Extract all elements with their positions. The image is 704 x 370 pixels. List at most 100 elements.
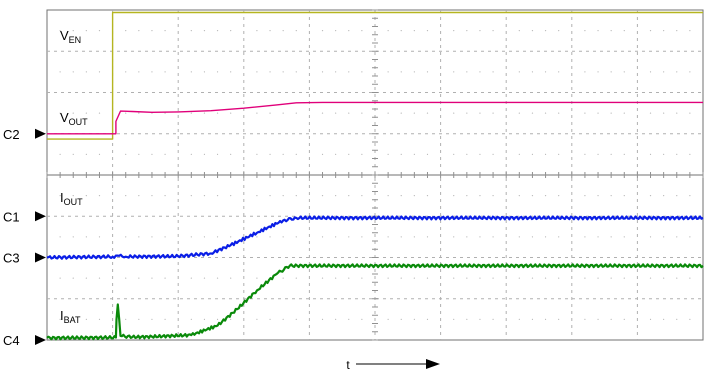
grid-dot (649, 71, 652, 73)
grid-dot (335, 195, 337, 197)
grid-dot (295, 236, 297, 238)
grid-dot (335, 30, 337, 32)
grid-dot (400, 153, 402, 155)
grid-dot (72, 236, 74, 238)
grid-dot (282, 153, 284, 155)
grid-dot (610, 236, 612, 238)
grid-dot (295, 195, 297, 197)
grid-dot (518, 236, 520, 238)
grid-dot (361, 236, 363, 238)
grid-dot (216, 112, 219, 114)
grid-dot (584, 30, 586, 32)
trace-vout (47, 101, 703, 135)
grid-dot (623, 277, 625, 279)
grid-dot (610, 153, 612, 155)
grid-dot (479, 277, 481, 279)
grid-dot (479, 195, 481, 197)
channel-label-main: I (60, 190, 64, 205)
grid-dot (190, 153, 192, 155)
grid-dot (518, 277, 520, 279)
grid-dot (203, 318, 206, 320)
grid-dot (190, 318, 192, 320)
grid-dot (531, 318, 534, 320)
grid-dot (348, 236, 350, 238)
grid-dot (584, 195, 586, 197)
grid-dot (72, 112, 74, 114)
grid-dot (282, 236, 284, 238)
grid-dot (492, 30, 494, 32)
grid-dot (230, 112, 232, 114)
grid-dot (649, 236, 652, 238)
grid-dot (492, 71, 494, 73)
grid-dot (190, 112, 192, 114)
grid-dot (689, 112, 691, 114)
grid-dot (466, 318, 468, 320)
grid-dot (59, 236, 61, 238)
grid-dot (492, 153, 494, 155)
grid-dot (492, 236, 494, 238)
traces (46, 11, 704, 341)
grid-dot (466, 112, 468, 114)
grid-dot (544, 71, 547, 73)
grid-dot (98, 153, 101, 155)
grid-dot (544, 112, 547, 114)
grid-dot (85, 112, 87, 114)
grid-dot (230, 153, 232, 155)
grid-dot (295, 153, 297, 155)
grid-dot (689, 195, 691, 197)
grid-dot (597, 277, 599, 279)
grid-dot (558, 153, 560, 155)
grid-dot (466, 236, 468, 238)
channel-marker-c3: C3 (3, 251, 20, 266)
grid-dot (663, 195, 665, 197)
grid-dot (623, 153, 625, 155)
grid-dot (400, 318, 402, 320)
grid-dot (649, 30, 652, 32)
grid-dot (387, 112, 389, 114)
grid-dot (610, 30, 612, 32)
grid-dot (321, 153, 324, 155)
grid-dot (453, 236, 455, 238)
grid-dot (59, 71, 61, 73)
grid-dot (164, 30, 166, 32)
grid-dot (361, 112, 363, 114)
grid-dot (361, 153, 363, 155)
grid-dot (544, 318, 547, 320)
grid-dot (676, 195, 678, 197)
grid-dot (203, 236, 206, 238)
grid-dot (676, 236, 678, 238)
grid-dot (466, 195, 468, 197)
grid-dot (610, 195, 612, 197)
grid-dot (98, 112, 101, 114)
grid-dot (492, 277, 494, 279)
grid-dot (203, 195, 206, 197)
grid-dot (85, 277, 87, 279)
grid-dot (426, 71, 429, 73)
grid-dot (59, 30, 61, 32)
grid-dot (649, 318, 652, 320)
grid-dot (597, 71, 599, 73)
grid-dot (203, 153, 206, 155)
grid-dot (400, 30, 402, 32)
grid-dot (282, 318, 284, 320)
grid-dot (190, 30, 192, 32)
grid-dot (426, 112, 429, 114)
grid-dot (256, 30, 258, 32)
grid-dot (479, 112, 481, 114)
grid-dot (98, 71, 101, 73)
grid-dot (597, 195, 599, 197)
grid-dot (151, 153, 153, 155)
channel-label-main: I (60, 308, 64, 323)
grid-dot (85, 71, 87, 73)
grid-dot (59, 153, 61, 155)
grid-dot (216, 71, 219, 73)
grid-dot (138, 236, 140, 238)
grid-dot (361, 318, 363, 320)
grid-dot (649, 112, 652, 114)
grid (46, 9, 704, 341)
grid-dot (676, 71, 678, 73)
grid-dot (663, 153, 665, 155)
grid-dot (321, 30, 324, 32)
grid-dot (361, 195, 363, 197)
